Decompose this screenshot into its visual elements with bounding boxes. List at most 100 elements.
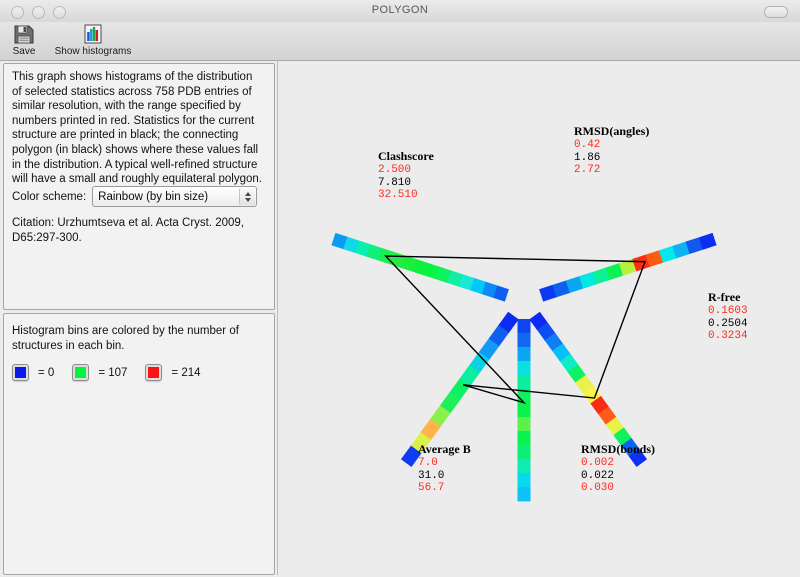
histogram-bin <box>565 276 584 293</box>
histogram-bin <box>488 325 509 347</box>
axis-values-rmsd_angles: 0.42 1.86 2.72 <box>574 139 649 177</box>
histogram-bin <box>331 232 348 250</box>
histogram-bin <box>423 262 440 280</box>
axis-value-max-r_free: 0.3234 <box>708 330 748 343</box>
axis-spoke-rmsd_angles <box>539 232 717 302</box>
histogram-bin <box>449 378 471 401</box>
axis-spoke-clashscore <box>331 232 509 302</box>
histogram-bin <box>517 473 531 488</box>
histogram-bin <box>517 403 531 418</box>
histogram-bin <box>354 240 371 257</box>
save-button[interactable]: Save <box>4 23 44 57</box>
toolbar: Save Show histograms <box>0 22 800 61</box>
axis-title-rmsd_angles: RMSD(angles) <box>574 124 650 138</box>
legend-item: = 0 <box>12 364 54 381</box>
axis-value-min-clashscore: 2.500 <box>378 164 412 176</box>
axis-value-min-r_free: 0.1603 <box>708 305 748 317</box>
legend-description: Histogram bins are colored by the number… <box>12 325 239 352</box>
axis-values-clashscore: 2.500 7.810 32.510 <box>378 164 434 202</box>
histogram-bin <box>412 259 429 276</box>
show-histograms-button[interactable]: Show histograms <box>48 23 138 57</box>
axis-value-max-rmsd_bonds: 0.030 <box>581 482 615 495</box>
axis-value-max-average_b: 56.7 <box>418 482 445 495</box>
axis-title-rmsd_bonds: RMSD(bonds) <box>581 442 656 456</box>
save-button-label: Save <box>12 46 36 57</box>
histogram-bin <box>517 319 531 334</box>
axis-value-min-rmsd_bonds: 0.002 <box>581 457 615 469</box>
histogram-bin <box>459 365 480 387</box>
histogram-bin <box>517 361 531 376</box>
zoom-button[interactable] <box>53 6 66 19</box>
polygon-plot <box>331 232 717 502</box>
axis-value-current-rmsd_angles: 1.86 <box>574 151 601 164</box>
legend-swatch-min <box>12 364 29 381</box>
color-scheme-select[interactable]: Rainbow (by bin size) <box>92 186 258 207</box>
info-panel: This graph shows histograms of the distr… <box>3 63 275 310</box>
legend-item: = 214 <box>145 364 201 381</box>
color-scheme-value: Rainbow (by bin size) <box>98 190 209 203</box>
histogram-bin <box>517 487 531 502</box>
axis-label-group-r_free: R-free 0.1603 0.2504 0.3234 <box>708 291 748 343</box>
axis-value-current-rmsd_bonds: 0.022 <box>581 469 615 482</box>
histogram-bin <box>672 241 690 259</box>
histogram-bin <box>439 392 461 414</box>
histogram-bin <box>579 271 597 289</box>
axis-value-max-clashscore: 32.510 <box>378 189 418 202</box>
histogram-bin <box>481 281 498 298</box>
axis-value-max-rmsd_angles: 2.72 <box>574 164 601 177</box>
histogram-bin <box>469 277 486 295</box>
minimize-button[interactable] <box>32 6 45 19</box>
histogram-bin <box>400 445 422 467</box>
histogram-bin <box>539 284 557 302</box>
axis-value-current-r_free: 0.2504 <box>708 317 748 330</box>
histogram-bin <box>430 405 451 427</box>
histogram-bin <box>605 263 624 280</box>
histogram-bin <box>517 375 531 390</box>
axis-label-group-rmsd_angles: RMSD(angles) 0.42 1.86 2.72 <box>574 125 649 177</box>
histogram-bin <box>517 347 531 362</box>
histogram-bin <box>410 432 432 454</box>
histogram-bin <box>435 266 452 283</box>
histogram-bin <box>552 280 571 298</box>
histogram-bin <box>446 270 463 287</box>
floppy-disk-icon <box>13 23 35 45</box>
legend-value-mid: = 107 <box>98 366 128 379</box>
color-scheme-row: Color scheme: Rainbow (by bin size) <box>12 186 266 207</box>
close-button[interactable] <box>11 6 24 19</box>
axis-title-average_b: Average B <box>418 442 471 456</box>
axis-value-current-average_b: 31.0 <box>418 469 445 482</box>
show-histograms-button-label: Show histograms <box>54 46 132 57</box>
histogram-bin <box>498 311 519 334</box>
info-blurb: This graph shows histograms of the distr… <box>12 71 262 186</box>
histogram-bin <box>478 338 500 360</box>
toolbar-toggle-button[interactable] <box>764 6 788 18</box>
axis-values-r_free: 0.1603 0.2504 0.3234 <box>708 305 748 343</box>
histogram-bin <box>517 459 531 474</box>
axis-value-min-rmsd_angles: 0.42 <box>574 139 601 151</box>
histogram-bin <box>685 237 704 255</box>
window-controls[interactable] <box>11 6 66 19</box>
stepper-arrows-icon[interactable] <box>239 188 256 205</box>
legend-panel: Histogram bins are colored by the number… <box>3 313 275 575</box>
axis-title-r_free: R-free <box>708 290 741 304</box>
axis-value-current-clashscore: 7.810 <box>378 176 412 189</box>
axis-label-group-average_b: Average B 7.0 31.0 56.7 <box>418 443 471 495</box>
histogram-bin <box>420 418 441 441</box>
histogram-bin <box>469 351 490 374</box>
histogram-bin <box>517 417 531 432</box>
citation-text: Citation: Urzhumtseva et al. Acta Cryst.… <box>12 217 245 244</box>
axis-spoke-rmsd_bonds <box>400 311 519 467</box>
legend-swatch-row: = 0 = 107 = 214 <box>12 364 219 381</box>
histogram-bin <box>619 258 637 276</box>
bar-chart-icon <box>82 23 104 45</box>
histogram-bin <box>517 445 531 460</box>
histogram-bin <box>400 255 417 272</box>
histogram-bin <box>366 244 382 261</box>
histogram-bin <box>628 448 648 467</box>
legend-item: = 107 <box>72 364 127 381</box>
histogram-bin <box>645 250 664 268</box>
axis-values-rmsd_bonds: 0.002 0.022 0.030 <box>581 457 655 495</box>
histogram-bin <box>658 245 677 263</box>
axis-spoke-average_b <box>517 319 531 502</box>
